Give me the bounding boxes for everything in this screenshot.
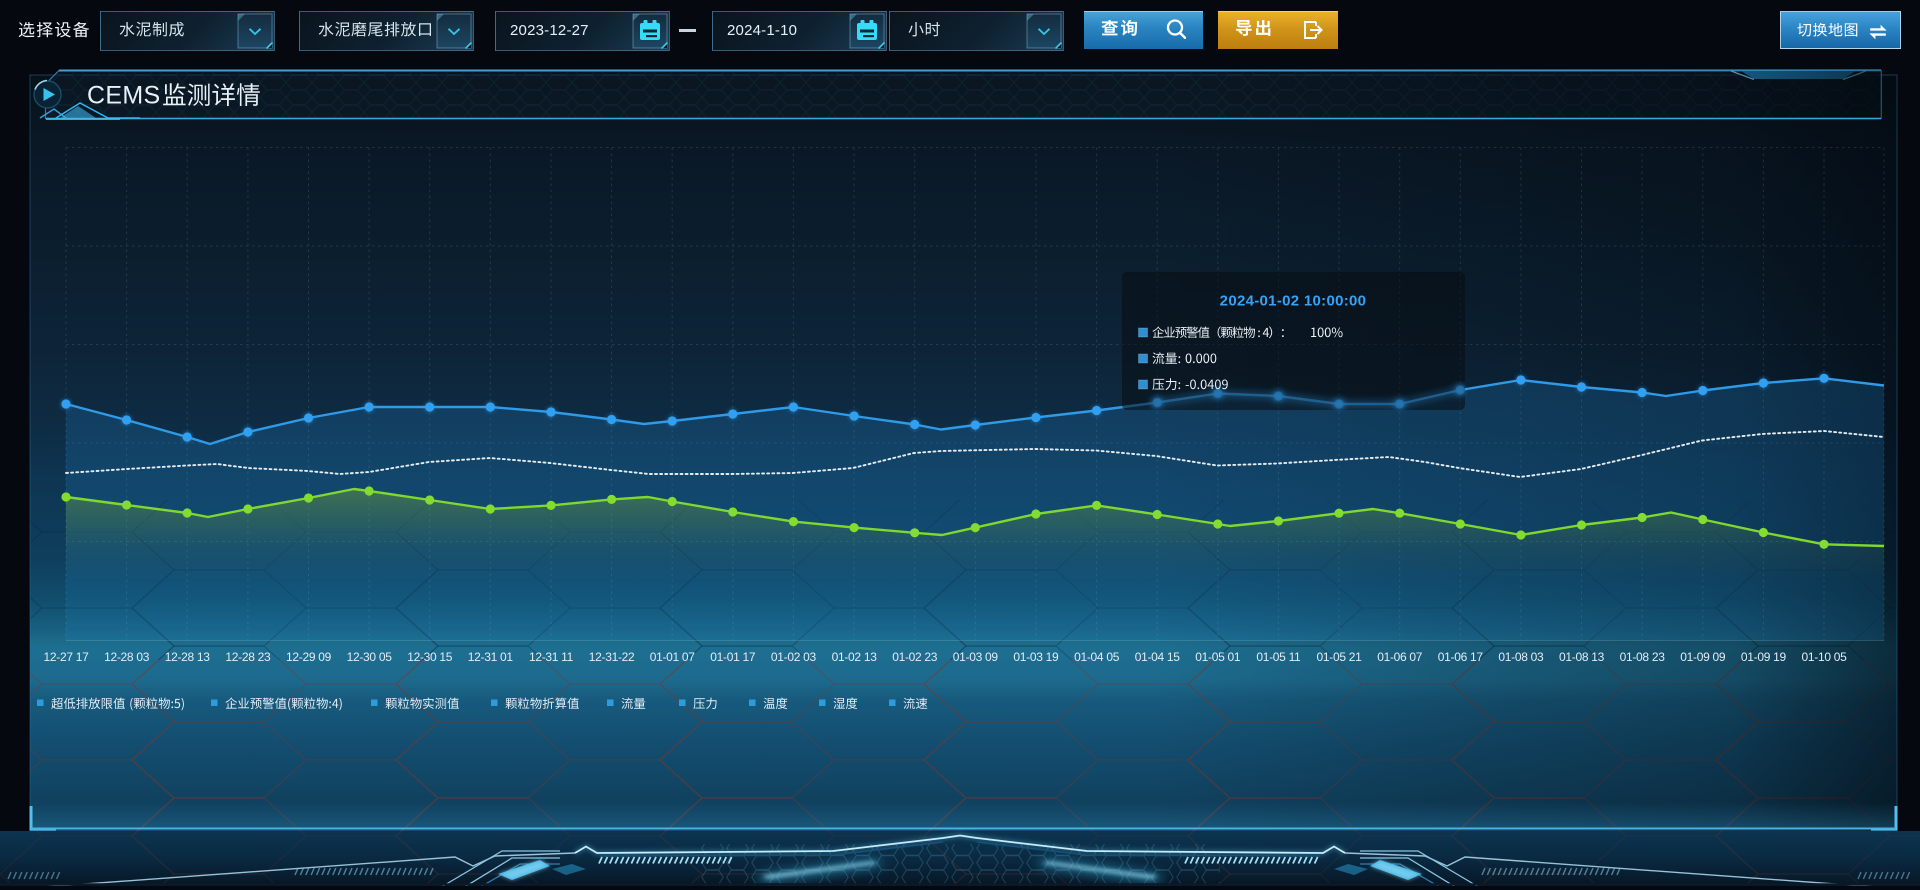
svg-text:CEMS: CEMS [87,82,160,110]
svg-text:01-08 23: 01-08 23 [1620,650,1666,664]
svg-text:12-28 23: 12-28 23 [225,650,271,664]
svg-text:2024-01-02 10:00:00: 2024-01-02 10:00:00 [1220,293,1367,310]
svg-text:12-31 11: 12-31 11 [529,650,574,664]
svg-text:01-10 05: 01-10 05 [1802,650,1848,664]
svg-text:12-31-22: 12-31-22 [589,650,635,664]
svg-text:12-30 05: 12-30 05 [347,650,393,664]
svg-text:01-02 03: 01-02 03 [771,650,817,664]
svg-text:01-09 19: 01-09 19 [1741,650,1787,664]
svg-text:01-01 07: 01-01 07 [650,650,696,664]
svg-text:01-08 03: 01-08 03 [1498,650,1544,664]
svg-text:01-01 17: 01-01 17 [710,650,756,664]
svg-text:01-03 19: 01-03 19 [1013,650,1059,664]
svg-text:01-05 11: 01-05 11 [1256,650,1301,664]
svg-text:01-04 05: 01-04 05 [1074,650,1120,664]
svg-text:12-27 17: 12-27 17 [44,650,90,664]
svg-text:12-29 09: 12-29 09 [286,650,332,664]
svg-text:01-05 01: 01-05 01 [1195,650,1241,664]
svg-text:01-05 21: 01-05 21 [1317,650,1363,664]
svg-text:01-03 09: 01-03 09 [953,650,999,664]
svg-text:01-02 13: 01-02 13 [832,650,878,664]
svg-text:12-28 13: 12-28 13 [165,650,211,664]
svg-text:01-02 23: 01-02 23 [892,650,938,664]
svg-text:01-06 17: 01-06 17 [1438,650,1484,664]
svg-text:12-31 01: 12-31 01 [468,650,514,664]
svg-text:01-09 09: 01-09 09 [1680,650,1726,664]
svg-text:01-08 13: 01-08 13 [1559,650,1605,664]
svg-text:12-28 03: 12-28 03 [104,650,150,664]
svg-text:01-06 07: 01-06 07 [1377,650,1423,664]
svg-text:12-30 15: 12-30 15 [407,650,453,664]
svg-text:01-04 15: 01-04 15 [1135,650,1181,664]
